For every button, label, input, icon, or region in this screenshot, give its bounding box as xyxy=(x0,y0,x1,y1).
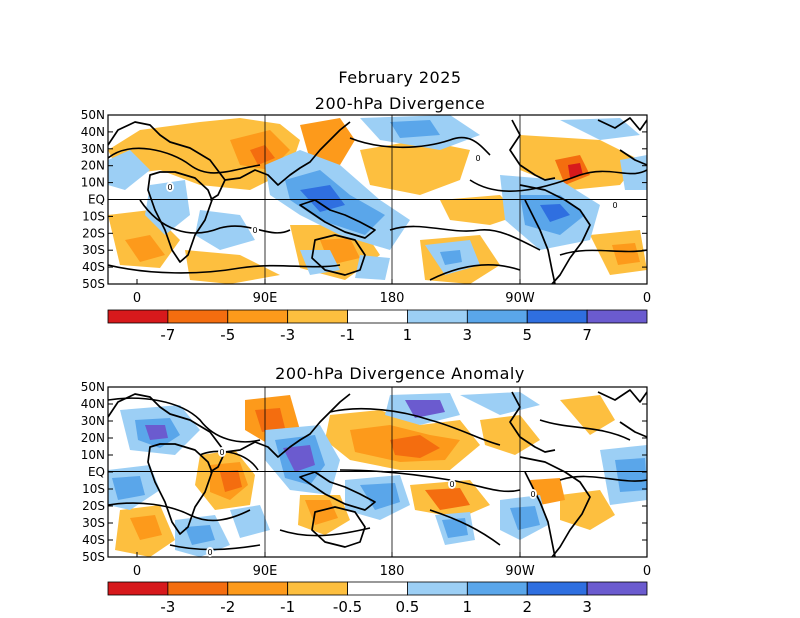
y-tick-label: 40S xyxy=(82,533,105,547)
colorbar-swatch xyxy=(107,309,169,324)
y-tick-label: 10N xyxy=(81,176,105,190)
colorbar-swatch xyxy=(287,309,348,324)
colorbar-label: 3 xyxy=(463,326,473,344)
colorbar-swatch xyxy=(287,581,348,596)
y-tick-label: 50N xyxy=(81,380,105,394)
y-tick-label: EQ xyxy=(88,465,105,479)
contour-label: 0 xyxy=(612,201,617,210)
panel1-map: 50N 40N 30N 20N 10N EQ 10S 20S 30S 40S 50S 0 90E 180… xyxy=(81,108,651,306)
contour-label-bg xyxy=(206,547,214,557)
colorbar-label: -1 xyxy=(340,326,355,344)
colorbar-label: -5 xyxy=(220,326,235,344)
colorbar-swatch xyxy=(227,581,289,596)
colorbar-swatch xyxy=(407,309,468,324)
colorbar-label: -3 xyxy=(280,326,295,344)
contour-label: 0 xyxy=(449,480,454,489)
x-tick-label: 0 xyxy=(133,291,141,306)
panel1-title: 200-hPa Divergence xyxy=(314,94,486,113)
panel1-colorbar: -7 -5 -3 -1 1 3 5 7 xyxy=(107,309,648,344)
contour-label: 0 xyxy=(167,183,172,192)
y-tick-label: 20N xyxy=(81,431,105,445)
panel2-colorbar: -3 -2 -1 -0.5 0.5 1 2 3 xyxy=(107,581,648,616)
colorbar-label: -0.5 xyxy=(333,598,362,616)
y-tick-label: 50S xyxy=(82,550,105,564)
colorbar-swatch xyxy=(107,581,169,596)
y-tick-label: 40N xyxy=(81,125,105,139)
contour-label-bg xyxy=(611,200,619,210)
colorbar-swatch xyxy=(227,309,289,324)
contour-label: 0 xyxy=(475,154,480,163)
colorbar-swatch xyxy=(407,581,468,596)
x-tick-label: 90E xyxy=(253,564,278,579)
panel1-x-axis: 0 90E 180 90W 0 xyxy=(133,279,651,306)
colorbar-swatch xyxy=(167,309,229,324)
colorbar-swatch xyxy=(466,309,528,324)
colorbar-label: -3 xyxy=(160,598,175,616)
panel1-coastlines xyxy=(108,117,647,284)
y-tick-label: 30S xyxy=(82,243,105,257)
colorbar-label: -1 xyxy=(280,598,295,616)
y-tick-label: 40S xyxy=(82,260,105,274)
colorbar-swatch xyxy=(586,581,648,596)
x-tick-label: 0 xyxy=(643,564,651,579)
panel2-coastlines xyxy=(108,389,647,557)
contour-label-bg xyxy=(529,489,537,499)
y-tick-label: 30N xyxy=(81,142,105,156)
colorbar-label: -7 xyxy=(160,326,175,344)
y-tick-label: EQ xyxy=(88,193,105,207)
colorbar-swatch xyxy=(526,309,588,324)
x-tick-label: 90E xyxy=(253,291,278,306)
y-tick-label: 50N xyxy=(81,108,105,122)
colorbar-label: 1 xyxy=(403,326,413,344)
colorbar-swatch xyxy=(586,309,648,324)
y-tick-label: 10N xyxy=(81,448,105,462)
main-title: February 2025 xyxy=(338,68,462,87)
y-tick-label: 50S xyxy=(82,277,105,291)
y-tick-label: 30S xyxy=(82,516,105,530)
panel1-y-axis: 50N 40N 30N 20N 10N EQ 10S 20S 30S 40S 50S xyxy=(81,108,647,291)
contour-label: 0 xyxy=(530,490,535,499)
contour-label: 0 xyxy=(207,548,212,557)
colorbar-swatch xyxy=(347,581,408,596)
y-tick-label: 10S xyxy=(82,482,105,496)
contour-label-bg xyxy=(218,447,226,457)
colorbar-label: 1 xyxy=(463,598,473,616)
contour-label: 0 xyxy=(252,226,257,235)
y-tick-label: 10S xyxy=(82,209,105,223)
colorbar-swatch xyxy=(167,581,229,596)
contour-label-bg xyxy=(474,153,482,163)
colorbar-label: 7 xyxy=(582,326,592,344)
y-tick-label: 20N xyxy=(81,159,105,173)
x-tick-label: 180 xyxy=(380,564,405,579)
y-tick-label: 20S xyxy=(82,226,105,240)
x-tick-label: 90W xyxy=(505,291,535,306)
x-tick-label: 0 xyxy=(133,564,141,579)
colorbar-swatch xyxy=(526,581,588,596)
colorbar-label: 5 xyxy=(522,326,532,344)
contour-label-bg xyxy=(251,225,259,235)
y-tick-label: 40N xyxy=(81,397,105,411)
colorbar-label: -2 xyxy=(220,598,235,616)
panel2-x-axis: 0 90E 180 90W 0 xyxy=(133,552,651,579)
colorbar-swatch xyxy=(466,581,528,596)
contour-label-bg xyxy=(166,182,174,192)
colorbar-label: 3 xyxy=(582,598,592,616)
contour-label: 0 xyxy=(219,448,224,457)
y-tick-label: 20S xyxy=(82,499,105,513)
colorbar-label: 2 xyxy=(522,598,532,616)
panel2-y-axis: 50N 40N 30N 20N 10N EQ 10S 20S 30S 40S 50S xyxy=(81,380,647,564)
panel2-map: 50N 40N 30N 20N 10N EQ 10S 20S 30S 40S 50S 0 90E 180… xyxy=(81,380,651,579)
contour-label-bg xyxy=(448,479,456,489)
x-tick-label: 0 xyxy=(643,291,651,306)
panel2-title: 200-hPa Divergence Anomaly xyxy=(275,364,525,383)
colorbar-label: 0.5 xyxy=(396,598,420,616)
colorbar-swatch xyxy=(347,309,408,324)
x-tick-label: 90W xyxy=(505,564,535,579)
y-tick-label: 30N xyxy=(81,414,105,428)
x-tick-label: 180 xyxy=(380,291,405,306)
